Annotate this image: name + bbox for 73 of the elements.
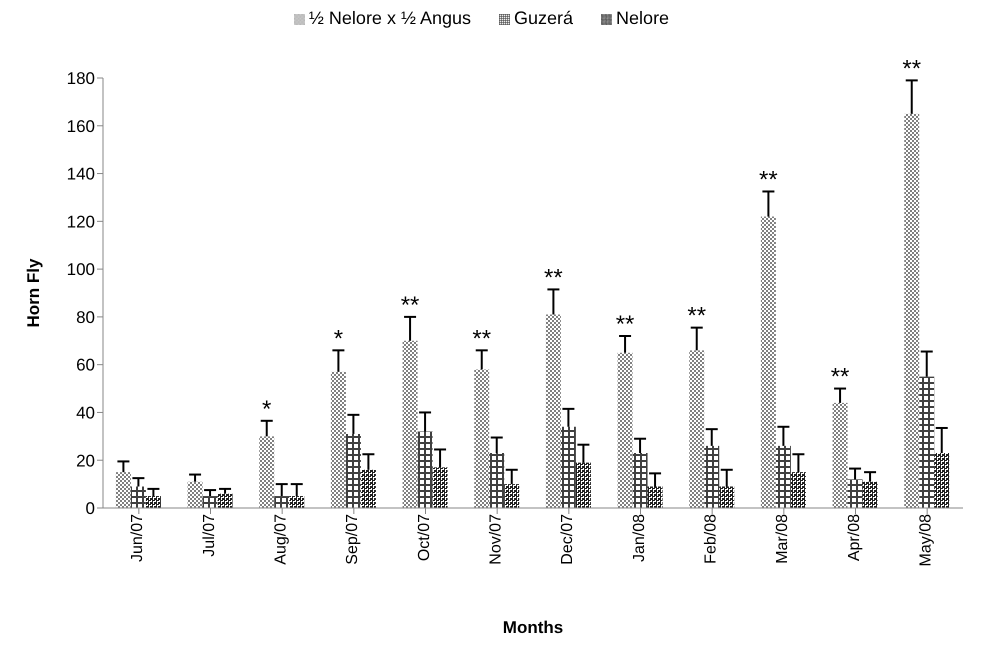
bar bbox=[346, 434, 361, 508]
bar bbox=[546, 314, 561, 508]
bar bbox=[904, 114, 920, 508]
legend-label: Guzerá bbox=[514, 8, 574, 28]
y-axis-title: Horn Fly bbox=[24, 258, 44, 328]
x-tick-label: Aug/07 bbox=[272, 514, 290, 565]
bar bbox=[289, 496, 304, 508]
bar bbox=[218, 494, 233, 508]
legend-label: ½ Nelore x ½ Angus bbox=[308, 8, 472, 28]
bar bbox=[202, 496, 218, 508]
x-tick-label: Apr/08 bbox=[846, 514, 863, 562]
data-label: ** bbox=[472, 325, 492, 352]
data-label: ** bbox=[400, 292, 420, 319]
bar bbox=[848, 479, 863, 508]
x-tick-label: Jul/07 bbox=[200, 514, 218, 557]
y-tick-label: 120 bbox=[66, 212, 95, 232]
bar bbox=[489, 453, 504, 508]
y-tick-label: 0 bbox=[86, 499, 95, 518]
bar bbox=[360, 470, 376, 508]
bar bbox=[632, 453, 648, 508]
x-tick-label: Dec/07 bbox=[559, 514, 576, 565]
bar bbox=[790, 472, 806, 508]
bar bbox=[919, 376, 934, 508]
data-label: ** bbox=[687, 302, 706, 330]
bar bbox=[274, 496, 290, 508]
bar bbox=[776, 446, 791, 508]
bar bbox=[402, 340, 418, 508]
bar bbox=[648, 486, 663, 508]
x-tick-label: Sep/07 bbox=[344, 514, 362, 565]
x-tick-label: May/08 bbox=[918, 514, 935, 566]
x-tick-label: Mar/08 bbox=[774, 514, 792, 564]
bar bbox=[618, 352, 633, 508]
bar bbox=[934, 453, 950, 508]
data-label: ** bbox=[902, 55, 922, 82]
data-label: * bbox=[262, 396, 272, 423]
bar bbox=[862, 482, 878, 508]
bar bbox=[576, 462, 591, 508]
bar bbox=[689, 350, 704, 508]
bar bbox=[474, 369, 490, 508]
bar bbox=[330, 372, 346, 508]
bar bbox=[719, 486, 734, 508]
bar bbox=[130, 486, 146, 508]
x-tick-label: Jun/07 bbox=[129, 514, 146, 562]
bar bbox=[832, 402, 848, 508]
bar bbox=[760, 216, 776, 508]
data-label: ** bbox=[830, 364, 850, 391]
bar bbox=[259, 436, 274, 508]
data-label: ** bbox=[759, 166, 778, 194]
data-label: * bbox=[334, 325, 344, 352]
y-tick-label: 20 bbox=[76, 451, 95, 470]
bar bbox=[418, 432, 433, 508]
x-tick-label: Feb/08 bbox=[702, 514, 720, 564]
x-axis-title: Months bbox=[502, 618, 564, 637]
y-tick-label: 180 bbox=[66, 69, 95, 88]
y-tick-label: 40 bbox=[76, 403, 95, 422]
y-tick-label: 100 bbox=[66, 260, 95, 280]
y-tick-label: 160 bbox=[66, 116, 95, 136]
data-label: ** bbox=[616, 311, 634, 338]
data-label: ** bbox=[544, 264, 563, 292]
legend-label: Nelore bbox=[616, 8, 670, 28]
x-tick-label: Oct/07 bbox=[416, 514, 433, 562]
bar bbox=[188, 482, 203, 508]
bar bbox=[504, 484, 520, 508]
x-tick-label: Jan/08 bbox=[630, 514, 648, 562]
bar bbox=[432, 467, 448, 508]
y-tick-label: 140 bbox=[66, 164, 95, 184]
x-tick-label: Nov/07 bbox=[488, 514, 505, 565]
bar bbox=[116, 472, 131, 508]
bar bbox=[560, 426, 576, 508]
y-tick-label: 60 bbox=[76, 356, 95, 375]
bar bbox=[146, 496, 161, 508]
y-tick-label: 80 bbox=[76, 308, 95, 327]
bar bbox=[704, 446, 720, 508]
